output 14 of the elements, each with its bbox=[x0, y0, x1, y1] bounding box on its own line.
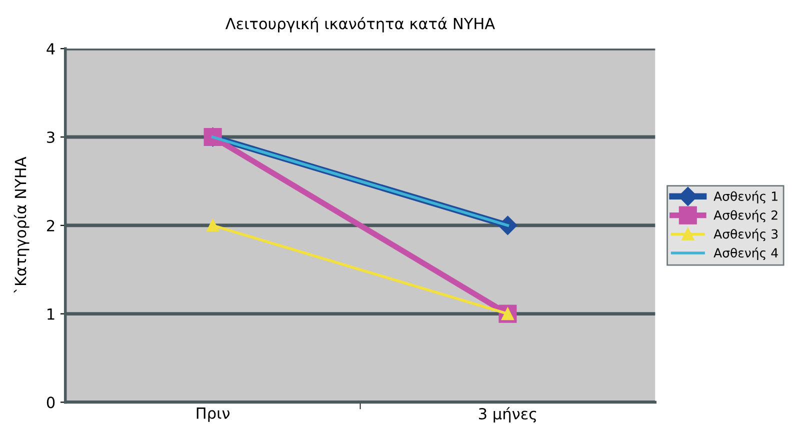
legend-label: Ασθενής 1 bbox=[714, 190, 778, 204]
y-tick-label: 0 bbox=[46, 396, 55, 408]
x-tick-label: Πριν bbox=[196, 408, 230, 422]
y-tick-label: 2 bbox=[47, 220, 54, 232]
y-tick-label: 3 bbox=[47, 131, 54, 144]
legend-label: Ασθενής 3 bbox=[714, 228, 778, 242]
chart-title: Λειτουργική ικανότητα κατά NYHA bbox=[225, 16, 495, 32]
x-tick-label: 3 μήνες bbox=[478, 407, 536, 423]
legend-label: Ασθενής 2 bbox=[714, 210, 778, 222]
point bbox=[206, 219, 220, 232]
y-axis-title: `Κατηγορία NYHA bbox=[14, 156, 30, 293]
legend-label: Ασθενής 4 bbox=[714, 247, 778, 260]
y-tick-label: 4 bbox=[46, 43, 55, 54]
y-tick-label: 1 bbox=[48, 308, 54, 320]
